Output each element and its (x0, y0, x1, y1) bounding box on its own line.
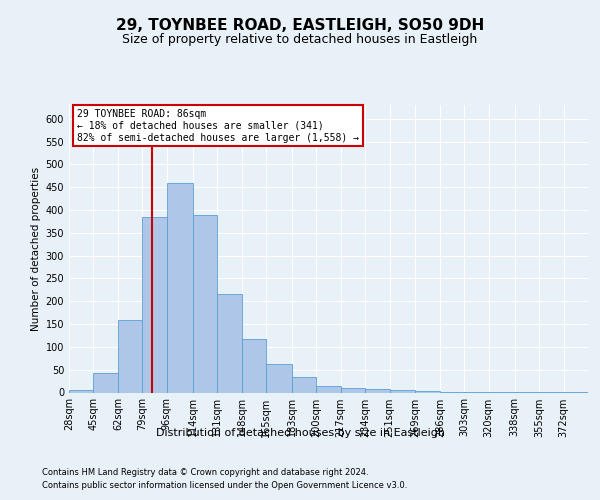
Bar (341, 388, 365, 392)
Bar (242, 338, 266, 392)
Text: Contains HM Land Registry data © Crown copyright and database right 2024.: Contains HM Land Registry data © Crown c… (42, 468, 368, 477)
Text: 29, TOYNBEE ROAD, EASTLEIGH, SO50 9DH: 29, TOYNBEE ROAD, EASTLEIGH, SO50 9DH (116, 18, 484, 32)
Bar (389, 390, 415, 392)
Text: 29 TOYNBEE ROAD: 86sqm
← 18% of detached houses are smaller (341)
82% of semi-de: 29 TOYNBEE ROAD: 86sqm ← 18% of detached… (77, 110, 359, 142)
Text: Contains public sector information licensed under the Open Government Licence v3: Contains public sector information licen… (42, 482, 407, 490)
Bar (217, 294, 242, 392)
Bar (142, 217, 167, 392)
Bar (316, 386, 341, 392)
Y-axis label: Number of detached properties: Number of detached properties (31, 166, 41, 331)
Bar (193, 214, 217, 392)
Bar (365, 389, 389, 392)
Bar (167, 182, 193, 392)
Bar (415, 391, 440, 392)
Text: Size of property relative to detached houses in Eastleigh: Size of property relative to detached ho… (122, 32, 478, 46)
Bar (118, 320, 142, 392)
Bar (292, 376, 316, 392)
Bar (69, 390, 94, 392)
Bar (266, 364, 292, 392)
Bar (94, 373, 118, 392)
Text: Distribution of detached houses by size in Eastleigh: Distribution of detached houses by size … (155, 428, 445, 438)
